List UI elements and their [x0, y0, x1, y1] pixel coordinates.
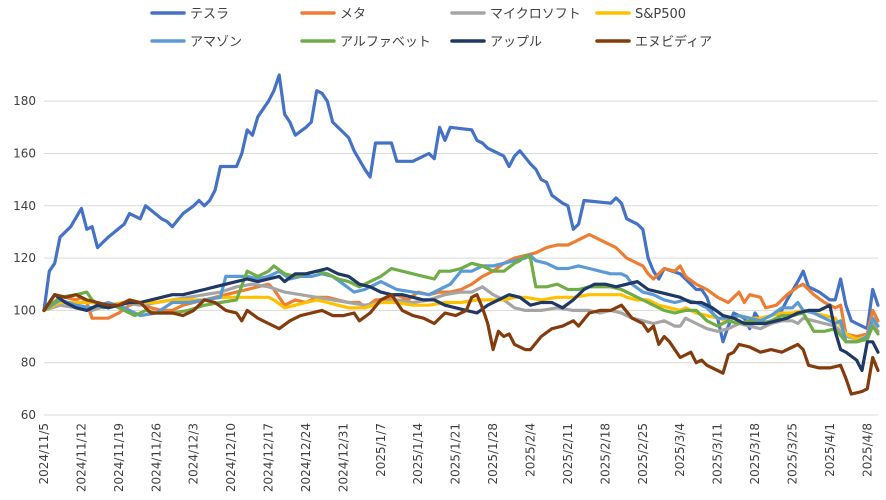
gridlines	[44, 100, 878, 416]
y-tick-label: 160	[13, 146, 36, 160]
x-tick-label: 2024/12/10	[224, 423, 238, 492]
y-axis-labels: 60 80 100 120 140 160 180	[13, 94, 36, 422]
series-line-6	[42, 253, 880, 344]
x-tick-label: 2025/3/11	[711, 423, 725, 485]
x-tick-label: 2025/3/18	[748, 423, 762, 485]
legend-label-2: メタ	[340, 7, 366, 22]
x-tick-label: 2025/2/18	[598, 423, 612, 485]
y-tick-label: 60	[21, 408, 36, 422]
legend-label-5: アマゾン	[190, 35, 242, 50]
x-tick-label: 2025/1/28	[486, 423, 500, 485]
x-tick-label: 2025/1/14	[411, 423, 425, 485]
legend-label-8: エヌビディア	[635, 34, 712, 50]
x-tick-label: 2025/2/11	[561, 423, 575, 485]
series-line-5	[42, 253, 880, 344]
x-tick-label: 2024/12/17	[262, 423, 276, 492]
x-tick-label: 2024/11/12	[74, 423, 88, 492]
x-tick-label: 2024/11/19	[112, 423, 126, 492]
x-tick-label: 2025/4/1	[823, 423, 837, 477]
series-line-8	[42, 293, 880, 396]
legend-label-6: アルファベット	[340, 35, 431, 50]
x-tick-label: 2025/3/25	[785, 423, 799, 485]
legend-label-4: S&P500	[635, 7, 686, 22]
x-tick-label: 2025/3/4	[673, 423, 687, 477]
x-axis-labels: 2024/11/5 2024/11/12 2024/11/19 2024/11/26 2…	[37, 423, 874, 492]
x-tick-label: 2025/2/4	[524, 423, 538, 477]
y-tick-label: 100	[13, 303, 36, 317]
y-tick-label: 120	[13, 251, 36, 265]
x-tick-label: 2025/1/21	[449, 423, 463, 485]
series-line-7	[42, 266, 880, 373]
x-tick-label: 2024/11/26	[149, 423, 163, 492]
series-line-4	[42, 293, 880, 341]
x-tick-label: 2024/11/5	[37, 423, 51, 485]
legend-label-1: テスラ	[190, 7, 229, 22]
x-tick-label: 2025/2/25	[636, 423, 650, 485]
x-tick-label: 2025/1/7	[374, 423, 388, 477]
y-tick-label: 80	[21, 356, 36, 370]
legend-label-7: アップル	[490, 35, 542, 50]
legend: テスラ メタ マイクロソフト S&P500 アマゾン アルファベット アップル エヌビディア	[150, 7, 712, 50]
x-tick-label: 2024/12/24	[299, 423, 313, 492]
x-tick-label: 2025/4/8	[860, 423, 874, 477]
x-tick-label: 2024/12/3	[187, 423, 201, 485]
x-tick-label: 2024/12/31	[336, 423, 350, 492]
y-tick-label: 180	[13, 94, 36, 108]
y-tick-label: 140	[13, 199, 36, 213]
series-lines	[42, 73, 880, 396]
legend-label-3: マイクロソフト	[490, 7, 581, 22]
